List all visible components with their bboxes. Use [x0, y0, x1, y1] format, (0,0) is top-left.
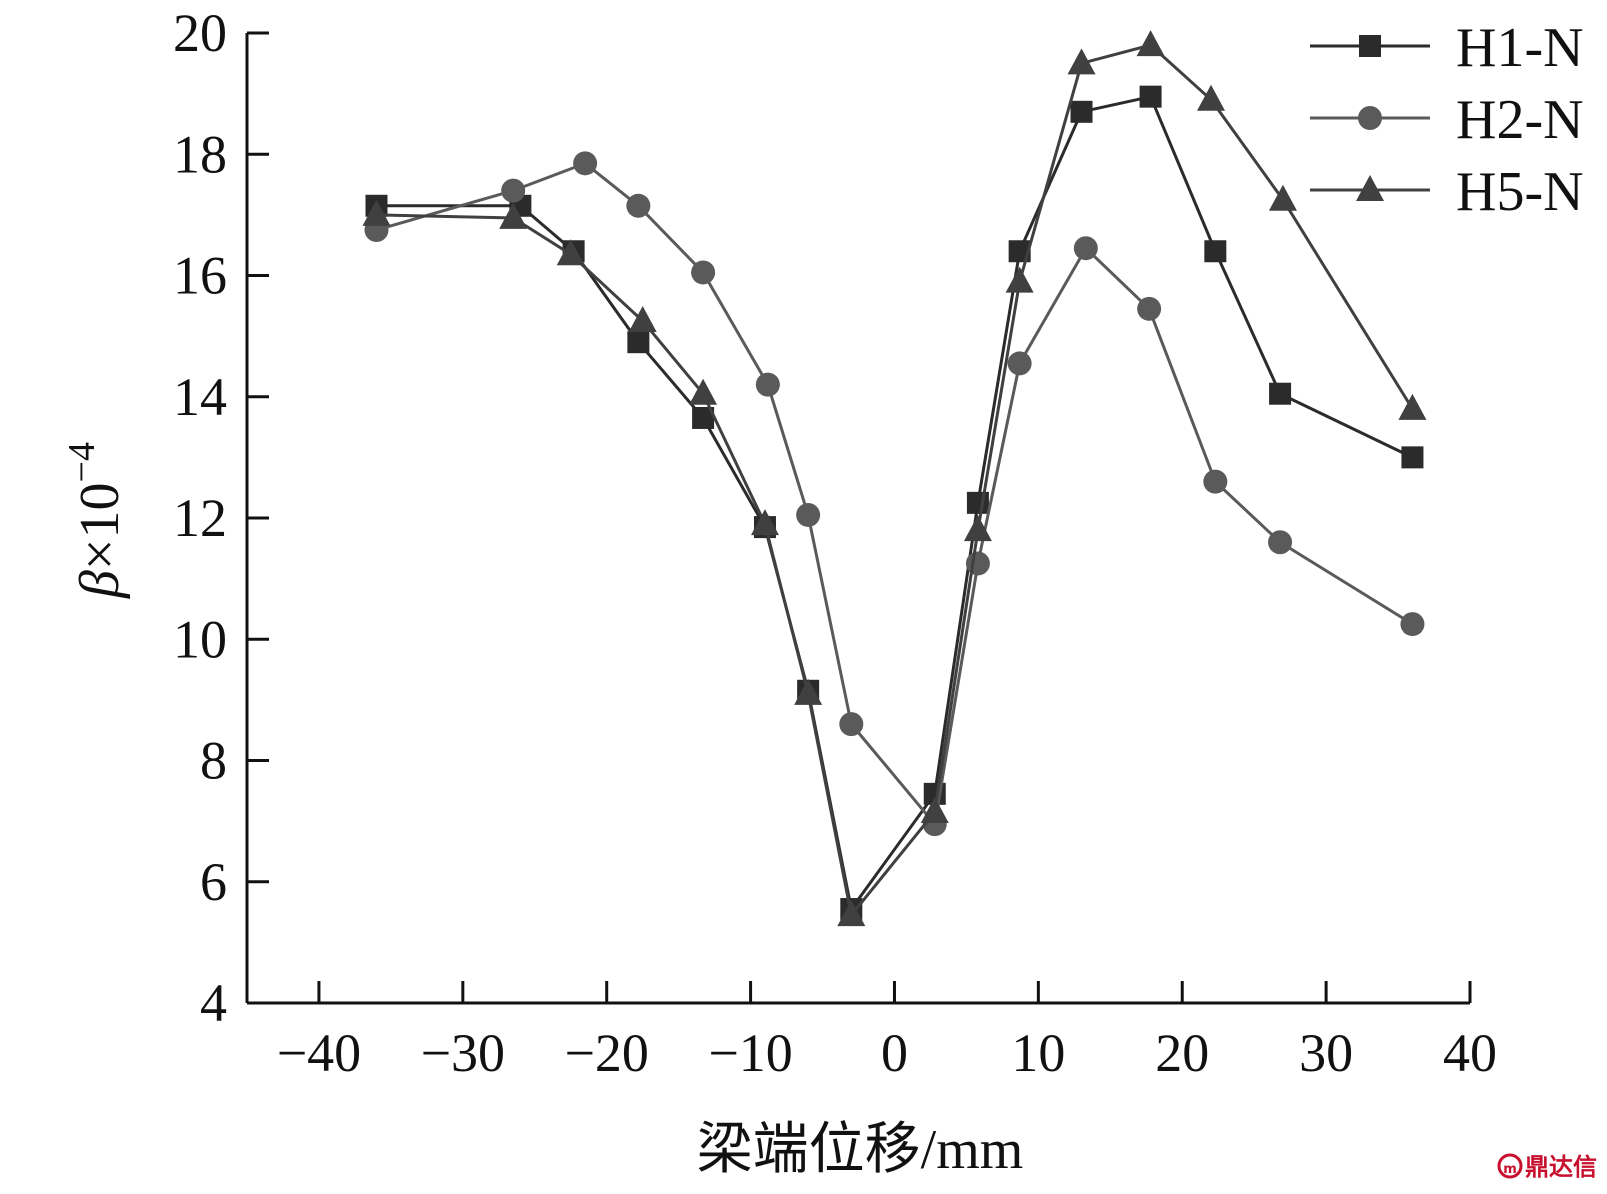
legend-label: H1-N — [1456, 17, 1584, 79]
data-point — [692, 406, 715, 429]
y-tick-label: 4 — [200, 973, 227, 1033]
data-point — [796, 502, 821, 527]
data-point — [628, 305, 657, 332]
data-point — [499, 202, 528, 229]
y-axis-title-exponent: −4 — [61, 442, 103, 482]
data-point — [1398, 393, 1427, 420]
data-point — [1204, 240, 1227, 263]
series-line — [376, 43, 1414, 917]
x-tick-label: 0 — [881, 1023, 908, 1083]
y-axis-title-base: β — [69, 570, 131, 599]
watermark-logo-glyph: m — [1503, 1162, 1517, 1177]
x-tick-label: 10 — [1011, 1023, 1065, 1083]
y-tick-label: 18 — [173, 124, 227, 184]
watermark-logo-icon — [1497, 1153, 1523, 1179]
series-h2-n — [364, 151, 1425, 837]
series-h5-n — [362, 30, 1427, 927]
legend-marker — [1356, 175, 1384, 201]
y-tick-label: 16 — [173, 246, 227, 306]
plot-area: 4 6 8 10 12 14 16 18 20 −40 −30 −20 −10 0 10 20 30 40 — [173, 3, 1497, 1083]
data-point — [1268, 184, 1297, 211]
y-tick-label: 10 — [173, 609, 227, 669]
data-point — [837, 900, 866, 927]
y-tick-label: 14 — [173, 367, 227, 427]
data-point — [1067, 48, 1096, 75]
x-axis-title: 梁端位移/mm — [697, 1119, 1024, 1181]
data-point — [626, 193, 651, 218]
legend-item: H2-N — [1310, 89, 1584, 151]
data-point — [1269, 382, 1292, 405]
series-h1-n — [365, 85, 1424, 921]
legend-marker — [1358, 106, 1382, 130]
x-tick-label: 40 — [1443, 1023, 1497, 1083]
data-point — [1197, 84, 1226, 111]
x-tick-label: −10 — [708, 1023, 792, 1083]
data-point — [362, 199, 391, 226]
data-point — [1139, 85, 1162, 108]
svg-text:β×10−4: β×10−4 — [61, 442, 131, 599]
data-point — [627, 331, 650, 354]
y-tick-label: 8 — [200, 731, 227, 791]
y-tick-label: 6 — [200, 852, 227, 912]
data-point — [794, 678, 823, 705]
y-axis-title: β×10−4 — [61, 442, 131, 599]
data-point — [556, 239, 585, 266]
data-point — [1007, 351, 1032, 376]
x-tick-label: −20 — [564, 1023, 648, 1083]
series-layer — [362, 30, 1427, 927]
data-point — [1203, 469, 1228, 494]
data-point — [1136, 30, 1165, 57]
data-point — [966, 491, 989, 514]
data-point — [1073, 236, 1098, 261]
x-ticks: −40 −30 −20 −10 0 10 20 30 40 — [277, 981, 1497, 1083]
legend-item: H5-N — [1310, 161, 1584, 223]
data-point — [965, 551, 990, 576]
x-tick-label: −30 — [421, 1023, 505, 1083]
y-axis-title-main: ×10 — [69, 482, 131, 570]
data-point — [839, 712, 864, 737]
legend-item: H1-N — [1310, 17, 1584, 79]
legend-marker — [1359, 35, 1381, 57]
legend-label: H5-N — [1456, 161, 1584, 223]
data-point — [573, 151, 598, 176]
data-point — [1401, 446, 1424, 469]
x-tick-label: −40 — [277, 1023, 361, 1083]
watermark: m 鼎达信 — [1497, 1153, 1597, 1181]
y-tick-label: 20 — [173, 3, 227, 63]
series-line — [376, 161, 1414, 826]
data-point — [1400, 612, 1425, 637]
y-tick-label: 12 — [173, 488, 227, 548]
y-ticks: 4 6 8 10 12 14 16 18 20 — [173, 3, 269, 1033]
data-point — [501, 178, 526, 203]
data-point — [1005, 266, 1034, 293]
data-point — [1268, 530, 1293, 555]
series-line — [376, 95, 1414, 911]
data-point — [1070, 100, 1093, 123]
x-tick-label: 30 — [1299, 1023, 1353, 1083]
data-point — [750, 509, 779, 536]
data-point — [755, 372, 780, 397]
data-point — [689, 378, 718, 405]
legend-label: H2-N — [1456, 89, 1584, 151]
data-point — [1137, 296, 1162, 321]
data-point — [691, 260, 716, 285]
data-point — [920, 797, 949, 824]
x-tick-label: 20 — [1155, 1023, 1209, 1083]
legend: H1-N H2-N H5-N — [1310, 17, 1584, 223]
watermark-text: 鼎达信 — [1525, 1153, 1597, 1181]
data-point — [963, 515, 992, 542]
